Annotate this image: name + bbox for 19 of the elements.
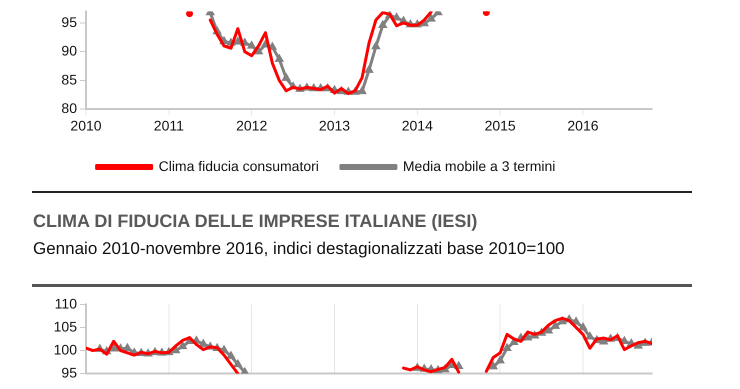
x-tick-label: 2011 xyxy=(154,117,184,134)
y-tick-label: 95 xyxy=(61,364,78,380)
chart-title: CLIMA DI FIDUCIA DELLE IMPRESE ITALIANE (IESI) xyxy=(33,211,478,232)
y-tick-label: 80 xyxy=(61,100,78,116)
x-tick-label: 2016 xyxy=(567,117,599,134)
y-tick-label: 85 xyxy=(61,71,78,88)
legend-label: Media mobile a 3 termini xyxy=(402,158,556,174)
x-tick-label: 2015 xyxy=(484,117,516,134)
legend-label: Clima fiducia consumatori xyxy=(158,158,319,174)
chart-subtitle: Gennaio 2010-novembre 2016, indici destagionalizzati base 2010=100 xyxy=(33,239,565,259)
y-tick-label: 90 xyxy=(61,42,78,59)
x-tick-label: 2010 xyxy=(70,117,102,134)
y-tick-label: 105 xyxy=(54,318,78,334)
y-tick-label: 100 xyxy=(54,341,78,358)
x-tick-label: 2012 xyxy=(236,117,268,134)
y-tick-label: 110 xyxy=(54,295,78,312)
x-tick-label: 2014 xyxy=(402,117,434,134)
x-tick-label: 2013 xyxy=(318,117,350,134)
y-tick-label: 95 xyxy=(61,14,78,30)
